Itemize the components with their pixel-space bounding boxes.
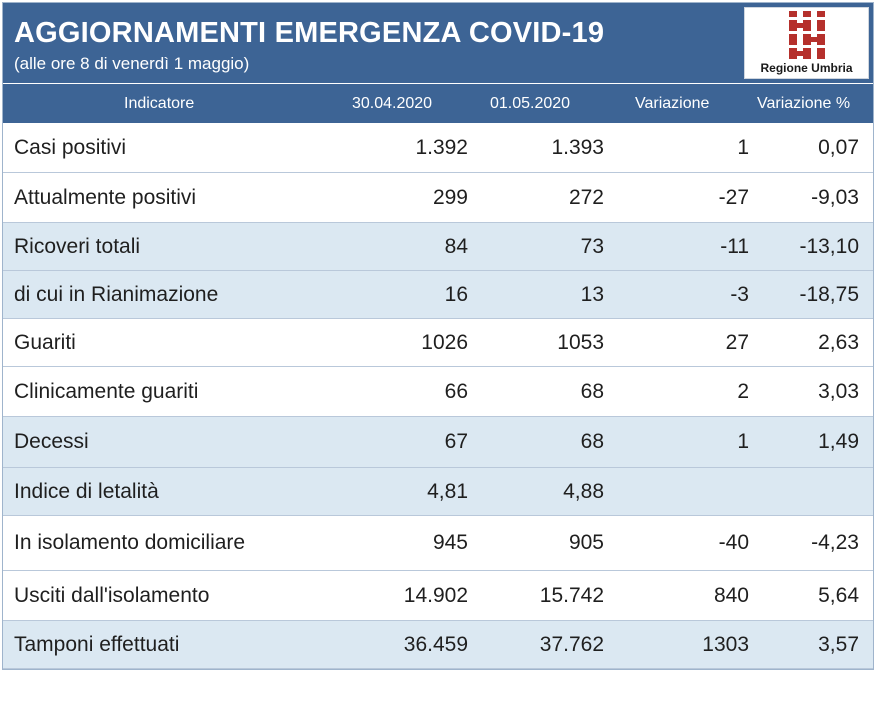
- cell-01-05: 1.393: [551, 135, 604, 159]
- region-logo-icon: [789, 11, 825, 59]
- table-row: Ricoveri totali 84 73 -11 -13,10: [3, 223, 873, 271]
- cell-30-04: 67: [444, 430, 468, 453]
- cell-variazione-pct: -18,75: [799, 282, 859, 306]
- cell-variazione: -40: [718, 531, 749, 554]
- cell-variazione: 2: [737, 379, 749, 403]
- cell-01-05: 272: [568, 185, 604, 209]
- cell-30-04: 16: [444, 282, 468, 306]
- cell-30-04: 14.902: [403, 583, 468, 607]
- cell-indicatore: Guariti: [14, 330, 76, 354]
- cell-variazione: 1: [737, 135, 749, 159]
- header-banner: AGGIORNAMENTI EMERGENZA COVID-19 (alle o…: [3, 3, 873, 83]
- region-logo: Regione Umbria: [744, 7, 869, 79]
- page-subtitle: (alle ore 8 di venerdì 1 maggio): [14, 54, 250, 73]
- cell-indicatore: Decessi: [14, 430, 89, 453]
- cell-variazione-pct: 1,49: [818, 430, 859, 453]
- cell-30-04: 945: [432, 531, 468, 554]
- cell-indicatore: Casi positivi: [14, 135, 127, 159]
- cell-indicatore: Attualmente positivi: [14, 185, 197, 209]
- table-row: Clinicamente guariti 66 68 2 3,03: [3, 367, 873, 417]
- cell-01-05: 15.742: [539, 583, 604, 607]
- cell-30-04: 299: [432, 185, 468, 209]
- cell-variazione-pct: -13,10: [799, 234, 859, 258]
- cell-30-04: 1026: [421, 330, 468, 354]
- cell-30-04: 66: [444, 379, 468, 403]
- table-row: Guariti 1026 1053 27 2,63: [3, 319, 873, 367]
- table-header: Indicatore 30.04.2020 01.05.2020 Variazi…: [3, 84, 873, 123]
- cell-variazione-pct: 3,57: [818, 632, 859, 656]
- cell-30-04: 4,81: [427, 479, 468, 503]
- cell-variazione-pct: -4,23: [811, 531, 859, 554]
- cell-01-05: 905: [568, 531, 604, 554]
- cell-01-05: 1053: [557, 330, 604, 354]
- column-header-date-2: 01.05.2020: [490, 95, 571, 112]
- table-row: Attualmente positivi 299 272 -27 -9,03: [3, 173, 873, 223]
- column-header-indicatore: Indicatore: [124, 95, 195, 112]
- cell-01-05: 68: [580, 430, 604, 453]
- table-row: Decessi 67 68 1 1,49: [3, 417, 873, 468]
- table-row: Casi positivi 1.392 1.393 1 0,07: [3, 123, 873, 173]
- page-title: AGGIORNAMENTI EMERGENZA COVID-19: [14, 17, 605, 49]
- table-row: Indice di letalità 4,81 4,88: [3, 468, 873, 516]
- cell-indicatore: Ricoveri totali: [14, 234, 141, 258]
- cell-variazione-pct: 5,64: [818, 583, 859, 607]
- cell-indicatore: Tamponi effettuati: [14, 632, 180, 656]
- cell-30-04: 36.459: [403, 632, 468, 656]
- table-row: Usciti dall'isolamento 14.902 15.742 840 5,6…: [3, 571, 873, 621]
- cell-indicatore: Usciti dall'isolamento: [14, 583, 210, 607]
- cell-indicatore: In isolamento domiciliare: [14, 531, 246, 554]
- cell-01-05: 13: [580, 282, 604, 306]
- cell-indicatore: di cui in Rianimazione: [14, 282, 219, 306]
- cell-30-04: 84: [444, 234, 468, 258]
- cell-variazione: 840: [713, 583, 749, 607]
- cell-30-04: 1.392: [415, 135, 468, 159]
- column-header-date-1: 30.04.2020: [352, 95, 433, 112]
- cell-variazione-pct: 0,07: [818, 135, 859, 159]
- cell-variazione-pct: 2,63: [818, 330, 859, 354]
- cell-variazione: 27: [725, 330, 749, 354]
- cell-01-05: 37.762: [539, 632, 604, 656]
- table-row: di cui in Rianimazione 16 13 -3 -18,75: [3, 271, 873, 319]
- cell-01-05: 73: [580, 234, 604, 258]
- cell-indicatore: Indice di letalità: [14, 479, 159, 503]
- table-row: Tamponi effettuati 36.459 37.762 1303 3,57: [3, 621, 873, 669]
- cell-indicatore: Clinicamente guariti: [14, 379, 199, 403]
- cell-variazione: -11: [720, 234, 749, 258]
- cell-variazione: -3: [730, 282, 749, 306]
- cell-variazione: 1303: [702, 632, 749, 656]
- cell-variazione: -27: [718, 185, 749, 209]
- cell-variazione: 1: [737, 430, 749, 453]
- cell-variazione-pct: 3,03: [818, 379, 859, 403]
- table-row: In isolamento domiciliare 945 905 -40 -4,23: [3, 516, 873, 571]
- column-header-variazione: Variazione: [635, 95, 710, 112]
- cell-01-05: 68: [580, 379, 604, 403]
- cell-variazione-pct: -9,03: [811, 185, 859, 209]
- column-header-variazione-pct: Variazione %: [757, 95, 851, 112]
- table-frame: [2, 2, 874, 670]
- logo-text: Regione Umbria: [760, 61, 853, 75]
- cell-01-05: 4,88: [563, 479, 604, 503]
